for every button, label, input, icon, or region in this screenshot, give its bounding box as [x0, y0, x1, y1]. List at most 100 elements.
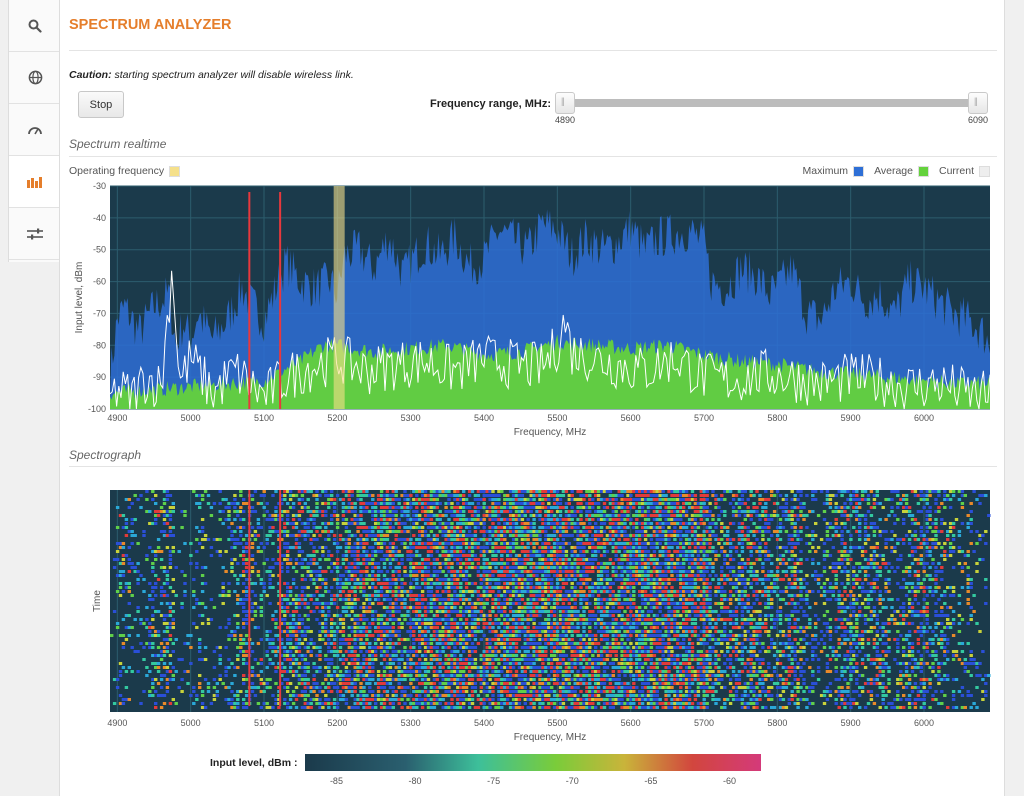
heatmap-cell: [506, 526, 510, 529]
heatmap-cell: [784, 518, 789, 521]
heatmap-cell: [441, 590, 445, 593]
heatmap-cell: [159, 530, 164, 533]
heatmap-cell: [670, 494, 674, 497]
heatmap-cell: [470, 602, 475, 605]
heatmap-cell: [602, 598, 607, 601]
heatmap-cell: [796, 586, 800, 589]
heatmap-cell: [614, 550, 618, 553]
heatmap-cell: [327, 534, 331, 537]
heatmap-cell: [432, 546, 437, 549]
sidebar-item-network[interactable]: [9, 52, 61, 104]
heatmap-cell: [661, 550, 665, 553]
heatmap-cell: [840, 550, 844, 553]
heatmap-cell: [544, 538, 548, 541]
heatmap-cell: [520, 582, 525, 585]
heatmap-cell: [382, 526, 387, 529]
heatmap-cell: [649, 570, 654, 573]
heatmap-cell: [400, 586, 404, 589]
stop-button[interactable]: Stop: [78, 91, 124, 118]
heatmap-cell: [453, 490, 457, 493]
heatmap-cell: [555, 586, 560, 589]
heatmap-cell: [286, 562, 290, 565]
heatmap-cell: [910, 582, 915, 585]
heatmap-cell: [684, 494, 689, 497]
range-min-handle[interactable]: [555, 92, 575, 114]
heatmap-cell: [511, 502, 516, 505]
heatmap-cell: [394, 514, 398, 517]
heatmap-cell: [834, 574, 838, 577]
heatmap-cell: [376, 518, 381, 521]
heatmap-cell: [682, 514, 686, 517]
heatmap-cell: [743, 538, 747, 541]
heatmap-cell: [552, 574, 557, 577]
heatmap-cell: [544, 570, 548, 573]
sidebar-item-search[interactable]: [9, 0, 61, 52]
heatmap-cell: [646, 494, 651, 497]
heatmap-cell: [646, 582, 651, 585]
heatmap-cell: [608, 562, 613, 565]
heatmap-cell: [643, 534, 648, 537]
heatmap-cell: [740, 598, 745, 601]
sidebar-item-tools[interactable]: [9, 208, 61, 260]
heatmap-cell: [397, 538, 401, 541]
heatmap-cell: [297, 490, 302, 493]
sidebar-item-spectrum[interactable]: [9, 156, 62, 208]
heatmap-cell: [629, 570, 633, 573]
heatmap-cell: [743, 582, 747, 585]
heatmap-cell: [508, 554, 513, 557]
heatmap-cell: [462, 602, 466, 605]
heatmap-cell: [978, 534, 982, 537]
heatmap-cell: [740, 522, 745, 525]
heatmap-cell: [300, 558, 305, 561]
heatmap-cell: [200, 518, 205, 521]
heatmap-cell: [420, 526, 425, 529]
heatmap-cell: [385, 498, 390, 501]
heatmap-cell: [907, 514, 912, 517]
heatmap-cell: [875, 542, 879, 545]
heatmap-cell: [168, 530, 173, 533]
heatmap-cell: [846, 550, 850, 553]
heatmap-cell: [497, 514, 501, 517]
heatmap-cell: [330, 594, 334, 597]
heatmap-cell: [511, 534, 516, 537]
heatmap-cell: [802, 586, 806, 589]
heatmap-cell: [335, 562, 340, 565]
sliders-icon: [27, 228, 43, 239]
sidebar-item-performance[interactable]: [9, 104, 61, 156]
heatmap-cell: [799, 514, 803, 517]
heatmap-cell: [904, 594, 909, 597]
heatmap-cell: [881, 558, 885, 561]
heatmap-cell: [491, 514, 495, 517]
heatmap-cell: [121, 554, 126, 557]
heatmap-cell: [758, 526, 762, 529]
heatmap-cell: [793, 546, 797, 549]
heatmap-cell: [283, 522, 287, 525]
heatmap-cell: [667, 558, 671, 561]
heatmap-cell: [230, 566, 234, 569]
heatmap-cell: [705, 538, 709, 541]
heatmap-cell: [582, 554, 586, 557]
heatmap-cell: [532, 594, 536, 597]
heatmap-cell: [497, 506, 501, 509]
heatmap-cell: [347, 542, 351, 545]
heatmap-cell: [702, 582, 706, 585]
heatmap-cell: [550, 550, 554, 553]
heatmap-cell: [162, 518, 167, 521]
heatmap-cell: [397, 498, 401, 501]
heatmap-cell: [717, 542, 721, 545]
heatmap-cell: [244, 566, 249, 569]
frequency-range-slider[interactable]: [565, 99, 983, 107]
heatmap-cell: [849, 534, 853, 537]
heatmap-cell: [966, 598, 970, 601]
heatmap-cell: [875, 570, 879, 573]
heatmap-cell: [371, 566, 375, 569]
heatmap-cell: [585, 550, 589, 553]
heatmap-cell: [426, 562, 431, 565]
heatmap-cell: [869, 526, 874, 529]
heatmap-cell: [726, 542, 730, 545]
heatmap-cell: [916, 522, 921, 525]
heatmap-cell: [371, 534, 375, 537]
heatmap-cell: [858, 526, 862, 529]
heatmap-cell: [444, 550, 448, 553]
range-max-handle[interactable]: [968, 92, 988, 114]
